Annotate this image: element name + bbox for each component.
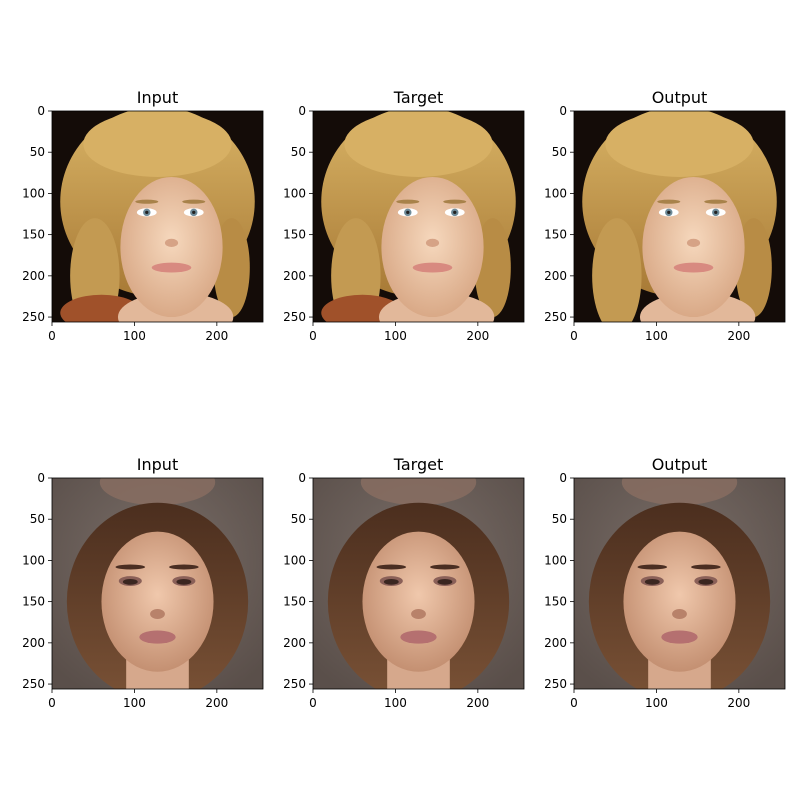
x-tick-label: 200 (466, 329, 489, 343)
image-panel-2: Target 0 100 200 0 50 100 150 200 250 (283, 88, 525, 343)
brunette-woman-generated-photo (574, 478, 785, 689)
y-tick-label: 100 (22, 186, 45, 200)
photo-content (313, 478, 524, 689)
y-tick-label: 250 (22, 677, 45, 691)
y-tick-label: 200 (544, 636, 567, 650)
panel-title: Output (652, 88, 708, 107)
y-tick-label: 250 (283, 677, 306, 691)
y-tick-label: 50 (552, 145, 567, 159)
axes-frame (573, 477, 786, 690)
axes-frame (51, 110, 264, 323)
x-tick-label: 0 (309, 696, 317, 710)
image-panel-3: Output 0 100 200 0 50 100 150 200 250 (544, 88, 786, 343)
y-tick-label: 250 (544, 310, 567, 324)
y-tick-label: 50 (291, 512, 306, 526)
panel-title: Target (393, 455, 444, 474)
image-panel-1: Input 0 100 200 0 50 100 150 200 250 (22, 88, 264, 343)
y-tick-label: 200 (544, 269, 567, 283)
image-panel-4: Input 0 100 200 0 50 100 150 200 250 (22, 455, 264, 710)
x-tick-label: 100 (384, 696, 407, 710)
y-tick-label: 150 (283, 228, 306, 242)
x-tick-label: 0 (570, 696, 578, 710)
axes-frame (312, 110, 525, 323)
axes-frame (573, 110, 786, 323)
x-tick-label: 100 (123, 329, 146, 343)
y-tick-label: 0 (37, 104, 45, 118)
axes-frame (51, 477, 264, 690)
panel-title: Input (137, 455, 178, 474)
blonde-woman-input-photo (52, 111, 263, 322)
y-tick-label: 50 (291, 145, 306, 159)
y-tick-label: 150 (22, 595, 45, 609)
y-tick-label: 0 (37, 471, 45, 485)
x-tick-label: 200 (466, 696, 489, 710)
x-tick-label: 100 (123, 696, 146, 710)
y-tick-label: 50 (552, 512, 567, 526)
x-tick-label: 200 (727, 696, 750, 710)
y-tick-label: 50 (30, 512, 45, 526)
y-tick-label: 150 (544, 595, 567, 609)
y-tick-label: 50 (30, 145, 45, 159)
x-tick-label: 100 (645, 696, 668, 710)
y-tick-label: 250 (22, 310, 45, 324)
y-tick-label: 150 (544, 228, 567, 242)
y-tick-label: 150 (22, 228, 45, 242)
panel-title: Output (652, 455, 708, 474)
x-tick-label: 0 (309, 329, 317, 343)
blonde-woman-target-photo (313, 111, 524, 322)
photo-content (52, 478, 263, 689)
photo-content (574, 111, 785, 322)
y-tick-label: 0 (298, 471, 306, 485)
y-tick-label: 250 (283, 310, 306, 324)
y-tick-label: 100 (283, 186, 306, 200)
y-tick-label: 100 (22, 553, 45, 567)
image-panel-5: Target 0 100 200 0 50 100 150 200 250 (283, 455, 525, 710)
y-tick-label: 200 (283, 636, 306, 650)
axes-frame (312, 477, 525, 690)
x-tick-label: 100 (384, 329, 407, 343)
x-tick-label: 100 (645, 329, 668, 343)
y-tick-label: 200 (22, 636, 45, 650)
panel-title: Input (137, 88, 178, 107)
y-tick-label: 200 (22, 269, 45, 283)
x-tick-label: 0 (570, 329, 578, 343)
panel-title: Target (393, 88, 444, 107)
brunette-woman-target-photo (313, 478, 524, 689)
image-panel-6: Output 0 100 200 0 50 100 150 200 250 (544, 455, 786, 710)
blonde-woman-generated-photo (574, 111, 785, 322)
y-tick-label: 0 (298, 104, 306, 118)
y-tick-label: 100 (544, 553, 567, 567)
y-tick-label: 150 (283, 595, 306, 609)
photo-content (574, 478, 785, 689)
y-tick-label: 0 (559, 104, 567, 118)
x-tick-label: 0 (48, 696, 56, 710)
x-tick-label: 200 (205, 696, 228, 710)
y-tick-label: 100 (283, 553, 306, 567)
x-tick-label: 200 (205, 329, 228, 343)
brunette-woman-input-photo (52, 478, 263, 689)
y-tick-label: 250 (544, 677, 567, 691)
y-tick-label: 200 (283, 269, 306, 283)
y-tick-label: 100 (544, 186, 567, 200)
photo-content (313, 111, 524, 322)
y-tick-label: 0 (559, 471, 567, 485)
x-tick-label: 200 (727, 329, 750, 343)
photo-content (52, 111, 263, 322)
x-tick-label: 0 (48, 329, 56, 343)
